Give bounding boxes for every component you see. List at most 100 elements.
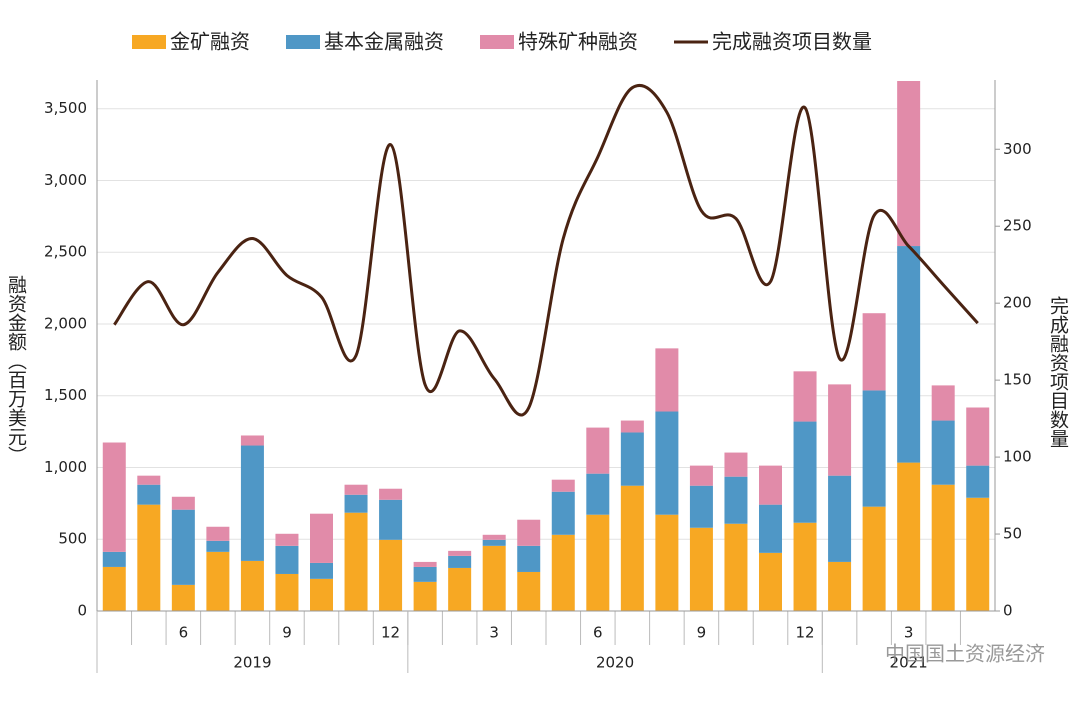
bar-segment — [206, 526, 230, 541]
bar-segment — [137, 475, 161, 485]
bar-segment — [897, 462, 921, 611]
y2-axis-label: 完成融资项目数量 — [1047, 296, 1069, 448]
bar-segment — [793, 522, 817, 611]
x-tick-label: 6 — [179, 624, 189, 642]
bar-segment — [759, 465, 782, 505]
y-axis-label: 融资金额（百万美元） — [5, 275, 27, 465]
bar-segment — [862, 390, 886, 507]
bar-segment — [620, 485, 644, 611]
bar-segment — [689, 485, 713, 528]
bar-segment — [620, 420, 644, 433]
bar-segment — [171, 584, 195, 611]
y2-tick-label: 200 — [1003, 294, 1032, 312]
bar-segment — [689, 465, 713, 486]
bar-segment — [966, 497, 990, 611]
bar-segment — [551, 534, 575, 611]
bar-segment — [344, 512, 368, 611]
bar-segment — [620, 432, 644, 486]
y-tick-label: 500 — [58, 530, 87, 548]
bar-segment — [240, 445, 264, 561]
bar-segment — [171, 509, 195, 585]
bar-segment — [517, 545, 541, 572]
bar-segment — [551, 479, 575, 492]
bar-segment — [793, 371, 817, 422]
bar-segment — [759, 552, 782, 611]
group-label: 2020 — [596, 654, 634, 672]
bar-segment — [102, 551, 126, 567]
bar-segment — [275, 573, 299, 611]
watermark: 中国国土资源经济 — [885, 642, 1045, 666]
bar-segment — [966, 407, 990, 466]
legend-label: 特殊矿种融资 — [518, 30, 638, 54]
bar-segment — [931, 385, 955, 421]
legend-label: 完成融资项目数量 — [712, 30, 872, 54]
bar-segment — [448, 567, 472, 611]
bar-segment — [689, 527, 713, 611]
group-label: 2019 — [233, 654, 271, 672]
bar-segment — [413, 561, 437, 567]
bar-segment — [931, 420, 955, 485]
bar-segment — [206, 540, 230, 552]
bar-segment — [655, 514, 679, 611]
bar-segment — [102, 566, 126, 611]
bar-segment — [482, 534, 506, 540]
bar-segment — [413, 581, 437, 611]
y2-tick-label: 100 — [1003, 448, 1032, 466]
bar-segment — [379, 488, 403, 500]
y2-tick-label: 150 — [1003, 371, 1032, 389]
bar-segment — [586, 514, 610, 611]
bar-segment — [551, 491, 575, 535]
bar-segment — [240, 560, 264, 611]
bar-segment — [517, 571, 541, 611]
bar-segment — [275, 545, 299, 574]
bar-segment — [759, 504, 782, 553]
bar-segment — [586, 473, 610, 515]
bar-segment — [171, 496, 195, 510]
bar-segment — [931, 484, 955, 611]
x-tick-label: 3 — [489, 624, 499, 642]
bar-segment — [448, 550, 472, 556]
x-tick-label: 9 — [282, 624, 292, 642]
y2-tick-label: 250 — [1003, 217, 1032, 235]
x-tick-label: 6 — [593, 624, 603, 642]
bar-segment — [275, 533, 299, 546]
bar-segment — [724, 476, 748, 524]
y2-tick-label: 0 — [1003, 602, 1013, 620]
legend-swatch — [132, 35, 166, 49]
legend-label: 金矿融资 — [170, 30, 250, 54]
bar-segment — [862, 313, 886, 391]
bar-segment — [344, 484, 368, 495]
bar-segment — [724, 452, 748, 477]
y-tick-label: 2,000 — [44, 314, 87, 332]
legend-swatch — [480, 35, 514, 49]
bar-segment — [413, 566, 437, 582]
bar-segment — [828, 561, 852, 611]
x-tick-label: 12 — [381, 624, 400, 642]
bar-segment — [379, 499, 403, 540]
bar-segment — [379, 539, 403, 611]
group-label: 2021 — [890, 654, 928, 672]
y-tick-label: 0 — [77, 602, 87, 620]
x-tick-label: 3 — [904, 624, 914, 642]
y2-tick-label: 50 — [1003, 525, 1022, 543]
bar-segment — [897, 246, 921, 463]
bar-segment — [793, 421, 817, 523]
bar-segment — [448, 555, 472, 568]
bar-segment — [862, 506, 886, 611]
y-tick-label: 2,500 — [44, 243, 87, 261]
x-tick-label: 12 — [795, 624, 814, 642]
bar-segment — [240, 435, 264, 446]
bar-segment — [310, 562, 333, 579]
bar-segment — [310, 578, 333, 611]
bar-segment — [344, 494, 368, 513]
y-tick-label: 1,000 — [44, 458, 87, 476]
bar-segment — [517, 519, 541, 546]
bar-segment — [966, 465, 990, 498]
bar-segment — [310, 513, 333, 563]
y2-tick-label: 300 — [1003, 140, 1032, 158]
bar-segment — [206, 551, 230, 611]
legend-swatch — [286, 35, 320, 49]
y-tick-label: 1,500 — [44, 386, 87, 404]
bar-segment — [655, 348, 679, 412]
